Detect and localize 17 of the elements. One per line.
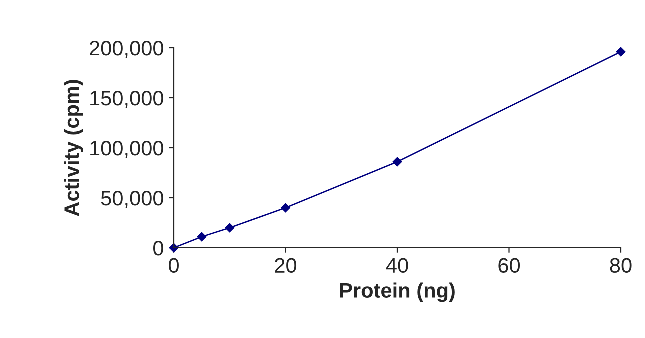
point bbox=[392, 157, 402, 167]
x-axis-title: Protein (ng) bbox=[340, 282, 455, 302]
y-axis-title: Activity (cpm) bbox=[64, 80, 84, 216]
y-tick-label: 0 bbox=[154, 241, 164, 256]
point bbox=[616, 47, 626, 57]
y-tick-label: 100,000 bbox=[90, 141, 164, 158]
x-tick-label: 80 bbox=[610, 258, 632, 274]
point bbox=[197, 232, 207, 242]
y-tick-label: 50,000 bbox=[101, 191, 164, 208]
point bbox=[281, 203, 290, 213]
x-tick-label: 40 bbox=[386, 258, 408, 274]
y-tick-label: 200,000 bbox=[90, 41, 164, 58]
point bbox=[225, 223, 234, 233]
y-tick-label: 150,000 bbox=[90, 91, 164, 108]
x-tick-label: 20 bbox=[275, 258, 297, 274]
x-tick-label: 0 bbox=[169, 258, 179, 274]
x-tick-label: 60 bbox=[498, 258, 520, 274]
